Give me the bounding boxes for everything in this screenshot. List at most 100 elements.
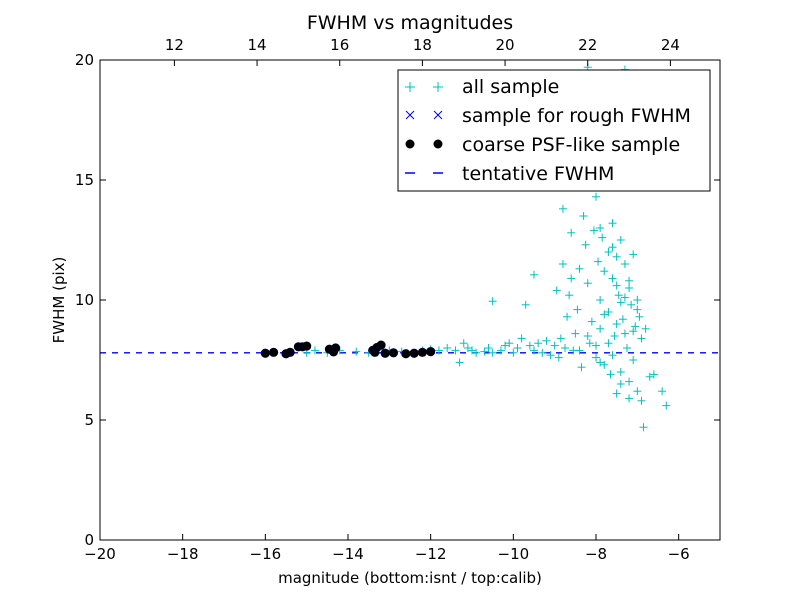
top-x-tick-label: 20 [496,36,515,54]
all-sample-point [620,329,629,338]
all-sample-point [616,368,625,376]
all-sample-point [585,339,594,348]
all-sample-point [612,281,621,290]
top-x-tick-label: 24 [661,36,680,54]
chart-title: FWHM vs magnitudes [307,12,513,34]
all-sample-point [573,305,582,314]
all-sample-point [625,394,634,403]
psf-like-point [417,347,427,357]
all-sample-point [538,348,547,357]
all-sample-point [612,320,621,328]
all-sample-point [509,348,518,357]
x-tick-label: −10 [498,545,530,563]
x-tick-label: −8 [585,545,607,563]
x-tick-label: −16 [250,545,282,563]
legend-box [397,69,711,192]
plot-frame [99,59,721,541]
all-sample-point [612,252,621,261]
psf-like-point [376,340,386,350]
all-sample-point [649,370,658,379]
legend-label-all-sample: all sample [462,76,559,98]
all-sample-point [596,324,605,333]
axis-ticks: −20 −18 −16 −14 −12 −10 −8 −6 12 14 16 18 20 22 24 0 5 10… [75,36,721,563]
all-sample-point [592,341,600,350]
all-sample-point [600,360,609,369]
all-sample-point [633,305,642,314]
y-axis-label: FWHM (pix) [50,257,68,344]
all-sample-point [639,423,648,432]
all-sample-point [608,351,617,360]
all-sample-point [521,300,530,309]
y-tick-label: 20 [75,51,94,69]
all-sample-point [658,387,667,396]
all-sample-point [451,346,460,355]
all-sample-point [627,300,636,309]
all-sample-point [662,401,671,410]
all-sample-point [608,274,617,283]
all-sample-point [554,353,563,362]
all-sample-point [565,291,574,300]
all-sample-point [563,312,572,321]
all-sample-point [637,334,646,343]
legend-label-tentative-fwhm: tentative FWHM [462,163,614,185]
all-sample-point [484,344,493,352]
top-x-tick-label: 18 [413,36,432,54]
all-sample-point [604,339,613,348]
psf-like-point [388,348,399,358]
all-sample-point [608,243,617,252]
all-sample-point [530,346,538,355]
y-tick-label: 5 [84,411,94,429]
y-tick-label: 10 [75,291,94,309]
all-sample-point [604,308,613,316]
all-sample-point [614,291,623,300]
legend-marker-x [405,110,443,120]
all-sample-point [459,339,468,348]
all-sample-point [488,348,497,357]
legend-label-psf-like: coarse PSF-like sample [462,134,680,156]
all-sample-point [517,334,526,343]
all-sample-point [583,332,592,340]
legend-item-tentative-fwhm: tentative FWHM [405,163,614,185]
x-tick-label: −14 [332,545,364,563]
all-sample-point [606,370,615,379]
all-sample-point [575,346,584,355]
all-sample-point [620,293,629,302]
all-sample-point [633,296,642,304]
all-sample-point [542,336,551,345]
legend-item-rough-fwhm: sample for rough FWHM [405,105,691,127]
all-sample-point [561,344,569,352]
all-sample-point [589,226,598,235]
plot-marks [100,63,720,432]
all-sample-point [633,387,642,396]
all-sample-point [635,312,644,321]
top-x-tick-label: 12 [165,36,184,54]
legend-label-rough-fwhm: sample for rough FWHM [462,105,691,127]
all-sample-point [631,322,640,331]
psf-like-point [285,347,295,357]
all-sample-point [513,344,522,352]
psf-like-point [302,341,312,351]
all-sample-point [598,233,607,242]
all-sample-point [629,250,638,259]
all-sample-point [625,284,634,292]
psf-like-point [268,347,279,357]
legend-item-all-sample: all sample [405,76,559,98]
all-sample-point [501,341,510,350]
all-sample-point [596,296,605,304]
all-sample-point [587,317,596,326]
y-tick-label: 0 [84,531,94,549]
psf-like-point [409,348,419,358]
all-sample-point [525,341,534,350]
all-sample-point [596,224,605,232]
all-sample-point [455,358,464,367]
all-sample-point [616,380,625,388]
all-sample-point [629,356,638,364]
legend-marker-dot [405,139,443,149]
all-sample-point [558,260,567,268]
x-axis-label: magnitude (bottom:isnt / top:calib) [278,569,542,587]
all-sample-point [546,351,555,360]
all-sample-point [637,396,646,405]
all-sample-point [608,219,617,228]
all-sample-point [616,236,625,244]
psf-like-point [330,343,341,353]
